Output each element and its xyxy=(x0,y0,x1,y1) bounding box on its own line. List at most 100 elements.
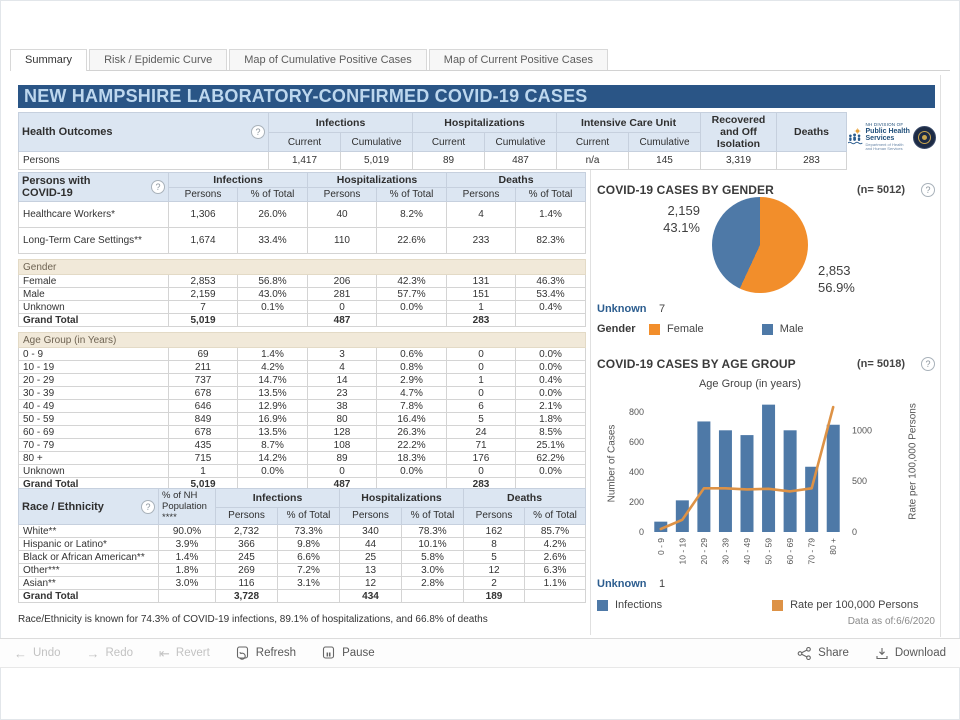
cell-value[interactable]: 1.4% xyxy=(515,201,587,228)
help-icon[interactable]: ? xyxy=(921,183,935,197)
row-label[interactable]: Healthcare Workers* xyxy=(18,201,169,228)
cell-value[interactable]: 85.7% xyxy=(524,524,587,538)
tab-map-cumulative[interactable]: Map of Cumulative Positive Cases xyxy=(229,49,427,70)
cell-value[interactable]: 1,417 xyxy=(268,151,341,170)
cell-value[interactable]: 3.1% xyxy=(277,576,340,590)
cell-value[interactable]: 89 xyxy=(412,151,485,170)
cell-value[interactable]: 22.2% xyxy=(375,438,448,452)
cell-value[interactable]: 162 xyxy=(463,524,526,538)
infection-bar[interactable] xyxy=(654,521,668,532)
cell-value[interactable]: 40 xyxy=(307,201,377,228)
cell-value[interactable]: 211 xyxy=(168,360,238,374)
cell-value[interactable]: 26.0% xyxy=(237,201,308,228)
cell-value[interactable]: 14 xyxy=(307,373,377,387)
infection-bar[interactable] xyxy=(783,430,797,532)
cell-value[interactable]: 16.4% xyxy=(375,412,448,426)
age-bar-chart[interactable]: 0 200 400 600 800 0 500 1000 0 - 9 10 - 19 20 - 29… xyxy=(602,392,892,582)
cell-value[interactable]: 2 xyxy=(463,576,526,590)
cell-value[interactable]: 25 xyxy=(339,550,402,564)
cell-value[interactable]: 4 xyxy=(446,201,517,228)
infection-bar[interactable] xyxy=(718,430,732,532)
cell-value[interactable]: 8 xyxy=(463,537,526,551)
cell-value[interactable]: 678 xyxy=(168,386,238,400)
cell-value[interactable]: 269 xyxy=(215,563,278,577)
cell-value[interactable]: 6.6% xyxy=(277,550,340,564)
cell-value[interactable]: 233 xyxy=(446,227,517,254)
cell-value[interactable]: 4 xyxy=(307,360,377,374)
cell-value[interactable]: 116 xyxy=(215,576,278,590)
cell-value[interactable]: 110 xyxy=(307,227,377,254)
cell-value[interactable] xyxy=(375,313,448,327)
cell-value[interactable]: 3.9% xyxy=(158,537,216,551)
cell-value[interactable]: 80 xyxy=(307,412,377,426)
cell-value[interactable]: 2.6% xyxy=(524,550,587,564)
row-label[interactable]: 50 - 59 xyxy=(18,412,169,426)
cell-value[interactable]: 737 xyxy=(168,373,238,387)
cell-value[interactable]: 1 xyxy=(168,464,238,478)
redo-button[interactable]: → Redo xyxy=(86,645,134,661)
cell-value[interactable]: 16.9% xyxy=(237,412,308,426)
cell-value[interactable]: 2,159 xyxy=(168,287,238,301)
cell-value[interactable]: 5 xyxy=(463,550,526,564)
cell-value[interactable]: 13.5% xyxy=(237,386,308,400)
cell-value[interactable]: 0.8% xyxy=(375,360,448,374)
cell-value[interactable]: 23 xyxy=(307,386,377,400)
cell-value[interactable]: 151 xyxy=(446,287,517,301)
cell-value[interactable] xyxy=(515,313,587,327)
cell-value[interactable]: 4.2% xyxy=(524,537,587,551)
cell-value[interactable]: 25.1% xyxy=(515,438,587,452)
row-label[interactable]: Unknown xyxy=(18,464,169,478)
legend-item-female[interactable]: Female xyxy=(649,323,704,335)
cell-value[interactable]: 12.9% xyxy=(237,399,308,413)
row-label[interactable]: Hispanic or Latino* xyxy=(18,537,159,551)
cell-value[interactable]: 3.0% xyxy=(400,563,465,577)
cell-value[interactable]: 0.0% xyxy=(375,464,448,478)
cell-value[interactable]: 38 xyxy=(307,399,377,413)
row-label[interactable]: 20 - 29 xyxy=(18,373,169,387)
cell-value[interactable]: 1,306 xyxy=(168,201,238,228)
cell-value[interactable]: 0 xyxy=(446,464,517,478)
cell-value[interactable]: 82.3% xyxy=(515,227,587,254)
cell-value[interactable]: 678 xyxy=(168,425,238,439)
cell-value[interactable]: 73.3% xyxy=(277,524,340,538)
cell-value[interactable]: 33.4% xyxy=(237,227,308,254)
cell-value[interactable]: 108 xyxy=(307,438,377,452)
tab-summary[interactable]: Summary xyxy=(10,49,88,71)
row-label[interactable]: Other*** xyxy=(18,563,159,577)
undo-button[interactable]: ← Undo xyxy=(14,645,61,661)
infection-bar[interactable] xyxy=(740,435,754,532)
row-label[interactable]: Female xyxy=(18,274,169,288)
cell-value[interactable]: 646 xyxy=(168,399,238,413)
row-label[interactable]: Male xyxy=(18,287,169,301)
cell-value[interactable]: 6 xyxy=(446,399,517,413)
help-icon[interactable]: ? xyxy=(141,499,155,514)
cell-value[interactable]: 2.8% xyxy=(400,576,465,590)
row-label[interactable]: 30 - 39 xyxy=(18,386,169,400)
gender-pie[interactable] xyxy=(712,197,808,293)
cell-value[interactable]: 0.0% xyxy=(237,464,308,478)
cell-value[interactable]: 206 xyxy=(307,274,377,288)
cell-value[interactable]: 1 xyxy=(446,373,517,387)
infection-bar[interactable] xyxy=(675,500,689,532)
cell-value[interactable]: 1.8% xyxy=(515,412,587,426)
cell-value[interactable]: 1.4% xyxy=(158,550,216,564)
pause-button[interactable]: Pause xyxy=(322,646,375,660)
row-label[interactable]: Long-Term Care Settings** xyxy=(18,227,169,254)
cell-value[interactable]: 0.0% xyxy=(515,464,587,478)
cell-value[interactable]: 56.8% xyxy=(237,274,308,288)
cell-value[interactable]: 7 xyxy=(168,300,238,314)
cell-value[interactable]: 24 xyxy=(446,425,517,439)
cell-value[interactable]: 22.6% xyxy=(375,227,448,254)
cell-value[interactable]: 5,019 xyxy=(168,313,238,327)
cell-value[interactable]: 0.0% xyxy=(515,360,587,374)
cell-value[interactable]: 42.3% xyxy=(375,274,448,288)
infection-bar[interactable] xyxy=(805,466,819,532)
cell-value[interactable]: 0 xyxy=(446,347,517,361)
legend-item-rate[interactable]: Rate per 100,000 Persons xyxy=(772,599,919,611)
cell-value[interactable]: 46.3% xyxy=(515,274,587,288)
help-icon[interactable]: ? xyxy=(921,357,935,371)
cell-value[interactable] xyxy=(277,589,340,603)
cell-value[interactable]: n/a xyxy=(556,151,630,170)
cell-value[interactable]: 13.5% xyxy=(237,425,308,439)
cell-value[interactable]: 1 xyxy=(446,300,517,314)
